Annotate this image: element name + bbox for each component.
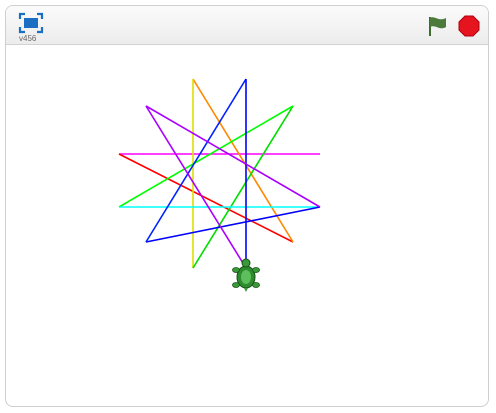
green-flag-icon: [429, 17, 446, 36]
version-label: v456: [19, 34, 37, 43]
player-toolbar: v456: [6, 6, 488, 45]
star-lines: [118, 78, 321, 269]
star-drawing: [118, 78, 321, 292]
star-line: [145, 105, 321, 208]
star-line: [192, 78, 294, 243]
green-flag-button[interactable]: [426, 14, 450, 38]
star-line: [118, 153, 294, 243]
fullscreen-button[interactable]: [18, 12, 44, 34]
player-frame: v456: [5, 5, 489, 407]
star-line: [192, 105, 294, 269]
turtle-sprite[interactable]: [232, 258, 260, 292]
stage-canvas[interactable]: [6, 45, 488, 406]
stop-button[interactable]: [458, 15, 480, 37]
star-line: [145, 105, 247, 269]
stop-sign-icon: [458, 15, 480, 37]
star-line: [145, 206, 321, 243]
star-line: [118, 105, 294, 208]
star-line: [145, 78, 247, 243]
fullscreen-icon: [18, 12, 44, 34]
